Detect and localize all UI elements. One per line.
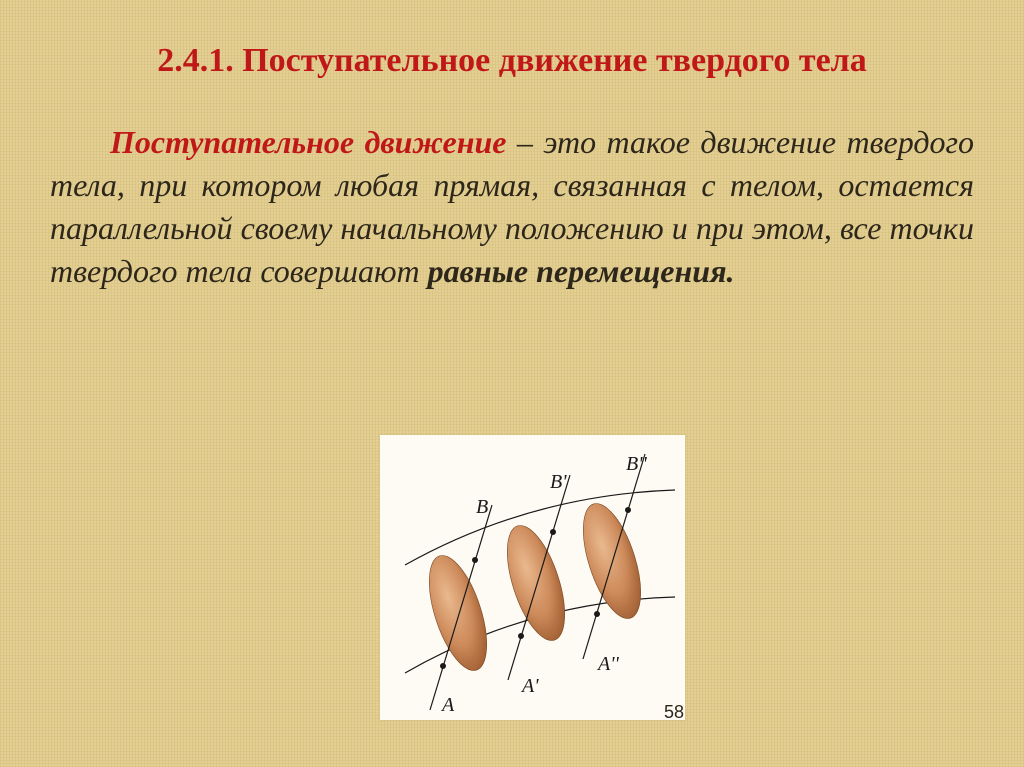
label-A1: A' <box>520 675 539 697</box>
label-A: A <box>440 694 455 716</box>
slide: 2.4.1. Поступательное движение твердого … <box>0 0 1024 767</box>
label-B: B <box>476 496 488 518</box>
slide-title: 2.4.1. Поступательное движение твердого … <box>50 40 974 83</box>
diagram-translational-motion: B B' B'' A A' A'' <box>380 435 685 720</box>
definition-emphasis: равные перемещения. <box>428 253 735 289</box>
label-B2: B'' <box>626 453 647 475</box>
label-B1: B' <box>550 471 567 493</box>
definition-term: Поступательное движение <box>110 124 506 160</box>
definition-paragraph: Поступательное движение – это такое движ… <box>50 121 974 294</box>
page-number: 58 <box>664 702 684 723</box>
label-A2: A'' <box>596 653 619 675</box>
